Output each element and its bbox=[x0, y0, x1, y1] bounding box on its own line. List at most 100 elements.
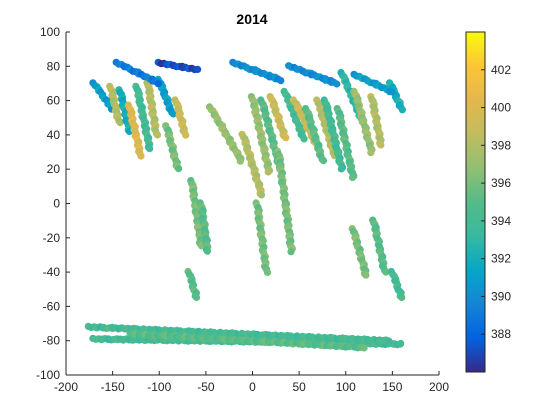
swath-20 bbox=[274, 147, 296, 256]
data-point bbox=[264, 168, 272, 176]
swath-11 bbox=[184, 267, 201, 302]
data-point bbox=[277, 77, 285, 85]
data-point bbox=[362, 271, 370, 279]
x-tick-label: 150 bbox=[382, 380, 402, 394]
swath-31 bbox=[348, 225, 370, 279]
y-tick-label: 100 bbox=[40, 25, 60, 39]
data-point bbox=[169, 110, 177, 118]
x-tick-label: -150 bbox=[101, 380, 125, 394]
colorbar-tick-label: 402 bbox=[491, 63, 511, 77]
y-tick-label: 0 bbox=[53, 197, 60, 211]
swath-13 bbox=[154, 58, 202, 74]
y-tick-label: -40 bbox=[43, 265, 61, 279]
swath-19 bbox=[266, 93, 290, 142]
y-tick-label: 40 bbox=[47, 128, 61, 142]
swath-3 bbox=[124, 101, 145, 160]
axes: -200 -150 -100 -50 0 50 100 150 200-100-80-60-40… bbox=[36, 25, 449, 394]
x-tick-label: -200 bbox=[54, 380, 78, 394]
swath-36 bbox=[350, 70, 396, 96]
data-point bbox=[348, 173, 357, 182]
data-point bbox=[116, 119, 124, 127]
swath-33 bbox=[385, 79, 406, 114]
swath-7 bbox=[171, 96, 190, 139]
data-point bbox=[194, 65, 202, 73]
colorbar-tick-label: 400 bbox=[491, 101, 511, 115]
x-tick-label: 200 bbox=[429, 380, 449, 394]
swath-4 bbox=[132, 82, 154, 153]
y-tick-label: -60 bbox=[43, 299, 61, 313]
y-tick-label: 80 bbox=[47, 59, 61, 73]
data-point bbox=[236, 157, 244, 165]
data-point bbox=[337, 165, 345, 173]
swath-17 bbox=[252, 199, 272, 276]
colorbar-tick-label: 396 bbox=[491, 176, 511, 190]
colorbar-tick-label: 388 bbox=[491, 327, 511, 341]
data-point bbox=[263, 268, 272, 276]
swath-25 bbox=[320, 96, 347, 173]
data-point bbox=[282, 134, 290, 142]
data-point bbox=[287, 248, 295, 256]
data-point bbox=[398, 293, 406, 302]
colorbar-tick-label: 392 bbox=[491, 252, 511, 266]
data-point bbox=[154, 80, 162, 88]
data-point bbox=[385, 337, 393, 345]
swath-29 bbox=[367, 93, 385, 149]
swath-5 bbox=[143, 79, 162, 139]
colorbar-tick-label: 398 bbox=[491, 138, 511, 152]
data-point bbox=[367, 149, 375, 157]
y-tick-label: 20 bbox=[47, 162, 61, 176]
y-tick-label: -100 bbox=[36, 368, 60, 382]
data-point bbox=[137, 152, 145, 160]
data-point bbox=[377, 141, 385, 149]
x-tick-label: 50 bbox=[292, 380, 306, 394]
swath-21 bbox=[280, 87, 308, 143]
data-point bbox=[153, 131, 162, 139]
y-tick-label: -80 bbox=[43, 334, 61, 348]
data-point bbox=[146, 145, 154, 153]
swath-35 bbox=[285, 62, 341, 88]
chart-title: 2014 bbox=[236, 11, 267, 27]
data-point bbox=[382, 268, 390, 276]
x-tick-label: 100 bbox=[336, 380, 356, 394]
data-points bbox=[84, 58, 406, 352]
x-tick-label: 0 bbox=[249, 380, 256, 394]
colorbar: 388 390 392 394 396 398 400 402 bbox=[465, 31, 511, 373]
swath-26 bbox=[333, 105, 358, 182]
data-point bbox=[175, 165, 183, 173]
x-tick-label: -100 bbox=[147, 380, 171, 394]
data-point bbox=[257, 191, 266, 199]
swath-0 bbox=[89, 79, 116, 113]
swath-15 bbox=[238, 130, 266, 199]
data-point bbox=[203, 247, 211, 255]
colorbar-tick-label: 394 bbox=[491, 214, 511, 228]
y-tick-label: -20 bbox=[43, 231, 61, 245]
swath-10 bbox=[196, 199, 212, 255]
swath-39 bbox=[126, 329, 368, 352]
data-point bbox=[397, 339, 405, 348]
data-point bbox=[388, 88, 396, 96]
swath-14 bbox=[205, 103, 245, 165]
colorbar-gradient bbox=[465, 31, 486, 373]
data-point bbox=[182, 131, 190, 139]
data-point bbox=[300, 135, 308, 143]
swath-32 bbox=[387, 267, 406, 302]
swath-16 bbox=[247, 93, 274, 176]
colorbar-tick-label: 390 bbox=[491, 289, 511, 303]
swath-38 bbox=[84, 322, 393, 345]
y-tick-label: 60 bbox=[47, 94, 61, 108]
swath-30 bbox=[369, 216, 390, 276]
data-point bbox=[360, 344, 368, 352]
swath-12 bbox=[112, 58, 162, 88]
x-tick-label: -50 bbox=[197, 380, 215, 394]
swath-23 bbox=[301, 105, 328, 165]
swath-34 bbox=[229, 58, 285, 85]
swath-8 bbox=[162, 122, 183, 173]
data-point bbox=[192, 293, 201, 302]
swath-1 bbox=[106, 82, 124, 127]
data-point bbox=[398, 106, 406, 114]
data-point bbox=[333, 80, 341, 88]
swath-28 bbox=[350, 87, 376, 157]
data-point bbox=[319, 157, 328, 165]
